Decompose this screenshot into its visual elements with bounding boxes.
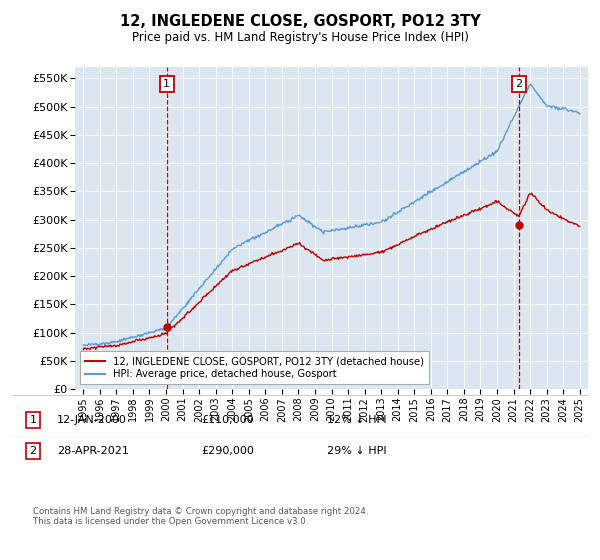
Text: 12% ↓ HPI: 12% ↓ HPI bbox=[327, 415, 386, 425]
Text: 2: 2 bbox=[29, 446, 37, 456]
Text: 2: 2 bbox=[515, 79, 523, 89]
Text: 12, INGLEDENE CLOSE, GOSPORT, PO12 3TY: 12, INGLEDENE CLOSE, GOSPORT, PO12 3TY bbox=[119, 14, 481, 29]
Text: 29% ↓ HPI: 29% ↓ HPI bbox=[327, 446, 386, 456]
Text: Contains HM Land Registry data © Crown copyright and database right 2024.
This d: Contains HM Land Registry data © Crown c… bbox=[33, 507, 368, 526]
Text: 28-APR-2021: 28-APR-2021 bbox=[57, 446, 129, 456]
Text: £110,000: £110,000 bbox=[201, 415, 254, 425]
Text: 12-JAN-2000: 12-JAN-2000 bbox=[57, 415, 127, 425]
Text: £290,000: £290,000 bbox=[201, 446, 254, 456]
Text: 1: 1 bbox=[29, 415, 37, 425]
Text: 1: 1 bbox=[163, 79, 170, 89]
Legend: 12, INGLEDENE CLOSE, GOSPORT, PO12 3TY (detached house), HPI: Average price, det: 12, INGLEDENE CLOSE, GOSPORT, PO12 3TY (… bbox=[80, 351, 429, 384]
Text: Price paid vs. HM Land Registry's House Price Index (HPI): Price paid vs. HM Land Registry's House … bbox=[131, 31, 469, 44]
